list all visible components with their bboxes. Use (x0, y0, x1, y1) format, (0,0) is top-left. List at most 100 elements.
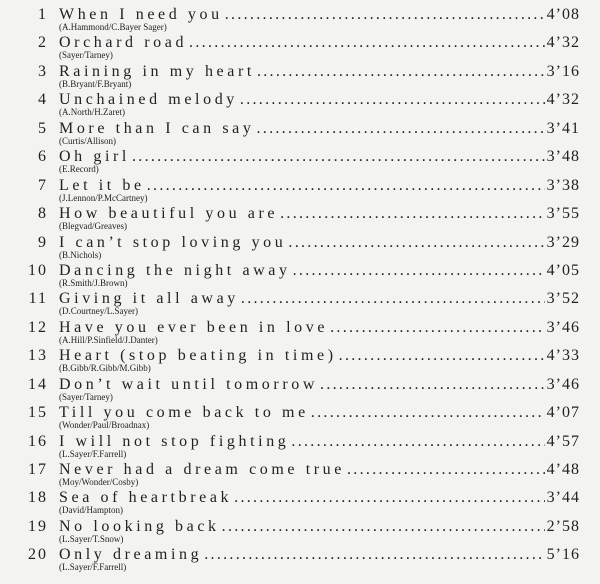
track-duration: 4’32 (546, 91, 580, 109)
track-number: 17 (28, 461, 48, 478)
track-line: How beautiful you are 3’55 (59, 204, 580, 224)
track-row: 18 Sea of heartbreak 3’44 (David/Hampton… (0, 488, 600, 516)
track-list: 1 When I need you 4’08 (A.Hammond/C.Baye… (0, 5, 600, 574)
track-title: Only dreaming (59, 546, 203, 564)
track-row: 10 Dancing the night away 4’05 (R.Smith/… (0, 261, 600, 289)
track-credit: (R.Smith/J.Brown) (59, 277, 128, 288)
track-credit: (Curtis/Allison) (59, 135, 117, 146)
track-row: 3 Raining in my heart 3’16 (B.Bryant/F.B… (0, 62, 600, 90)
track-title: Giving it all away (59, 290, 239, 308)
track-credit: (J.Lennon/P.McCartney) (59, 192, 148, 203)
track-number: 12 (28, 318, 48, 336)
track-line: Sea of heartbreak 3’44 (59, 488, 580, 508)
dot-leader (320, 375, 545, 395)
track-duration: 4’48 (546, 461, 580, 478)
track-title: How beautiful you are (59, 205, 279, 223)
track-row: 6 Oh girl 3’48 (E.Record) (0, 147, 600, 175)
track-duration: 4’32 (546, 34, 580, 52)
track-row: 1 When I need you 4’08 (A.Hammond/C.Baye… (0, 5, 600, 33)
track-duration: 3’48 (546, 148, 580, 166)
track-line: Heart (stop beating in time) 4’33 (59, 346, 580, 366)
track-title: Heart (stop beating in time) (59, 347, 337, 365)
dot-leader (291, 432, 544, 452)
track-credit: (L.Sayer/F.Farrell) (59, 562, 127, 573)
track-credit: (L.Sayer/T.Snow) (59, 533, 124, 544)
track-row: 9 I can’t stop loving you 3’29 (B.Nichol… (0, 233, 600, 261)
track-title: Orchard road (59, 34, 188, 52)
dot-leader (147, 176, 545, 196)
track-title: Raining in my heart (59, 62, 255, 80)
track-duration: 3’52 (546, 290, 580, 308)
track-line: Have you ever been in love 3’46 (59, 318, 580, 338)
track-row: 5 More than I can say 3’41 (Curtis/Allis… (0, 119, 600, 147)
track-credit: (Blegvad/Greaves) (59, 221, 127, 232)
track-number: 19 (28, 517, 48, 535)
track-line: Only dreaming 5’16 (59, 545, 580, 565)
track-credit: (E.Record) (59, 164, 99, 175)
track-title: I will not stop fighting (59, 432, 290, 450)
track-row: 16 I will not stop fighting 4’57 (L.Saye… (0, 432, 600, 460)
track-duration: 2’58 (546, 517, 580, 535)
track-row: 17 Never had a dream come true 4’48 (Moy… (0, 460, 600, 488)
track-duration: 3’38 (546, 176, 580, 194)
track-credit: (David/Hampton) (59, 505, 123, 516)
track-title: Oh girl (59, 148, 130, 166)
track-credit: (A.North/H.Zaret) (59, 107, 125, 118)
track-credit: (B.Nichols) (59, 249, 102, 260)
track-credit: (A.Hammond/C.Bayer Sager) (59, 22, 167, 32)
track-duration: 5’16 (546, 546, 580, 564)
track-number: 6 (38, 148, 48, 166)
track-line: When I need you 4’08 (59, 5, 580, 25)
dot-leader (189, 33, 545, 53)
track-title: Have you ever been in love (59, 318, 329, 336)
track-row: 4 Unchained melody 4’32 (A.North/H.Zaret… (0, 90, 600, 118)
track-title: No looking back (59, 517, 220, 535)
track-credit: (Sayer/Tarney) (59, 50, 113, 61)
track-number: 7 (38, 176, 48, 194)
dot-leader (222, 517, 545, 537)
track-number: 14 (28, 375, 48, 393)
track-credit: (Wonder/Paul/Broadnax) (59, 420, 150, 431)
track-duration: 3’44 (546, 489, 580, 507)
track-line: Raining in my heart 3’16 (59, 62, 580, 82)
track-row: 12 Have you ever been in love 3’46 (A.Hi… (0, 318, 600, 346)
dot-leader (241, 289, 545, 309)
track-row: 7 Let it be 3’38 (J.Lennon/P.McCartney) (0, 176, 600, 204)
dot-leader (257, 62, 545, 82)
track-title: When I need you (59, 6, 223, 23)
dot-leader (234, 488, 545, 508)
track-credit: (Moy/Wonder/Cosby) (59, 477, 139, 487)
track-title: Unchained melody (59, 91, 238, 109)
dot-leader (288, 233, 544, 253)
track-title: More than I can say (59, 119, 255, 137)
dot-leader (293, 261, 545, 281)
track-credit: (B.Gibb/R.Gibb/M.Gibb) (59, 363, 151, 374)
track-row: 2 Orchard road 4’32 (Sayer/Tarney) (0, 33, 600, 61)
track-duration: 4’57 (546, 432, 580, 450)
track-number: 13 (28, 347, 48, 365)
track-row: 14 Don’t wait until tomorrow 3’46 (Sayer… (0, 375, 600, 403)
track-line: Oh girl 3’48 (59, 147, 580, 167)
track-number: 20 (28, 546, 48, 564)
track-row: 8 How beautiful you are 3’55 (Blegvad/Gr… (0, 204, 600, 232)
dot-leader (256, 119, 544, 139)
dot-leader (240, 90, 545, 110)
track-number: 16 (28, 432, 48, 450)
dot-leader (339, 346, 545, 366)
track-duration: 3’55 (546, 205, 580, 223)
track-title: Never had a dream come true (59, 461, 345, 478)
track-duration: 3’46 (546, 375, 580, 393)
track-credit: (D.Courtney/L.Sayer) (59, 306, 138, 317)
track-duration: 4’33 (546, 347, 580, 365)
track-line: Till you come back to me 4’07 (59, 403, 580, 423)
track-line: Giving it all away 3’52 (59, 289, 580, 309)
track-credit: (A.Hill/P.Sinfield/J.Danter) (59, 334, 158, 345)
track-credit: (Sayer/Tarney) (59, 391, 113, 402)
track-duration: 3’46 (546, 318, 580, 336)
track-title: I can’t stop loving you (59, 233, 287, 251)
track-number: 4 (38, 91, 48, 109)
dot-leader (347, 460, 545, 480)
track-line: Orchard road 4’32 (59, 33, 580, 53)
track-number: 8 (38, 205, 48, 223)
track-row: 20 Only dreaming 5’16 (L.Sayer/F.Farrell… (0, 545, 600, 573)
